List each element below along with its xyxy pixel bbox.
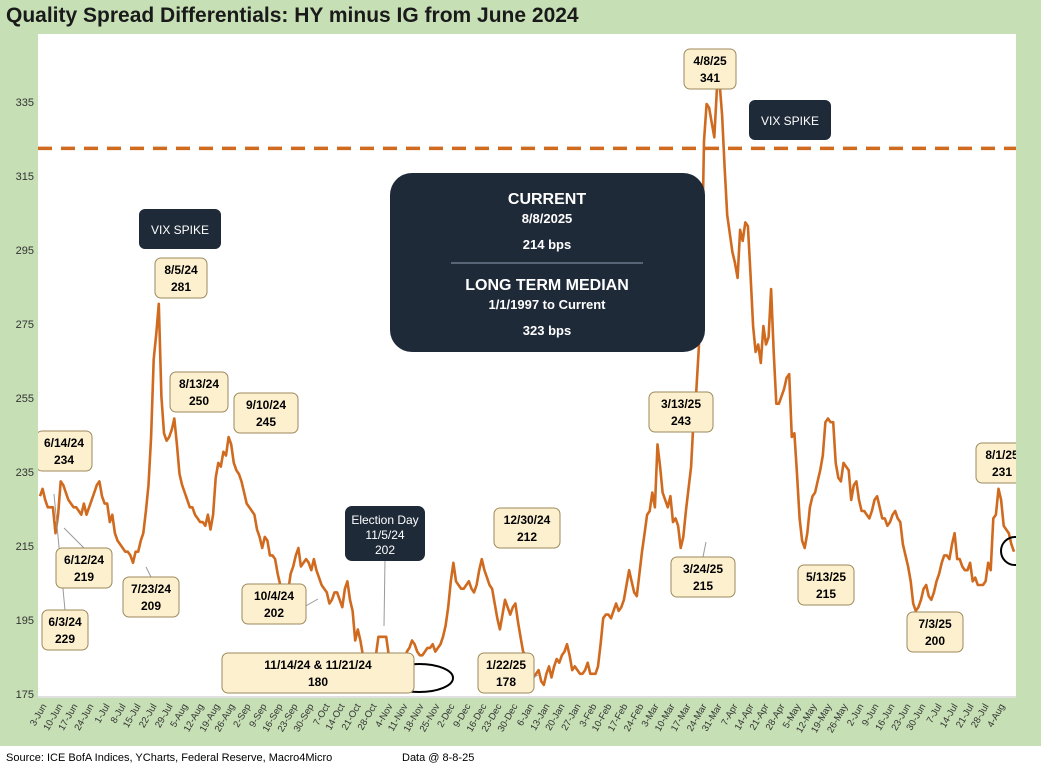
annotation-box — [169, 371, 229, 413]
annotation-value: 212 — [517, 530, 537, 544]
y-tick-label: 195 — [15, 615, 34, 627]
current-date: 8/8/2025 — [522, 211, 573, 226]
annotation-value: 209 — [141, 599, 161, 613]
annotation-date: 3/13/25 — [661, 397, 701, 411]
annotation-box — [41, 609, 89, 651]
annotation-date: 11/14/24 & 11/21/24 — [264, 658, 372, 672]
annotation-value: 234 — [54, 453, 74, 467]
annotation-box — [477, 652, 535, 694]
annotation-leader — [702, 541, 707, 558]
annotation-value: 178 — [496, 675, 516, 689]
annotation-box — [683, 48, 737, 90]
annotation-value: 215 — [693, 579, 713, 593]
annotation-value: 250 — [189, 394, 209, 408]
annotation-box — [670, 556, 736, 598]
median-value: 323 bps — [523, 323, 571, 338]
annotation-date: 8/13/24 — [179, 377, 219, 391]
annotation-value: 341 — [700, 71, 720, 85]
y-tick-label: 235 — [15, 467, 34, 479]
annotation-value: 180 — [308, 675, 328, 689]
annotation-date: 5/13/25 — [806, 570, 846, 584]
y-tick-label: 295 — [15, 245, 34, 257]
annotation-date: 8/1/25 — [985, 448, 1016, 462]
annotation-box — [221, 652, 415, 694]
annotation-leader — [383, 558, 386, 627]
annotation-box — [241, 583, 307, 625]
annotation-box — [154, 257, 208, 299]
median-title: LONG TERM MEDIAN — [465, 277, 629, 294]
current-title: CURRENT — [508, 191, 586, 208]
vix-spike-box — [139, 209, 221, 249]
annotation-box — [975, 442, 1016, 484]
annotation-date: 3/24/25 — [683, 562, 723, 576]
annotation-date: 8/5/24 — [164, 263, 198, 277]
annotation-value: 202 — [375, 543, 395, 557]
vix-spike-label: VIX SPIKE — [151, 223, 209, 237]
plot-area: 6/3/24 229 6/12/24 219 6/14/24 234 7/23/24 209 8… — [38, 34, 1016, 698]
annotation-value: 231 — [992, 465, 1012, 479]
annotation-value: 200 — [925, 634, 945, 648]
data-date-note: Data @ 8-8-25 — [402, 752, 475, 764]
annotation-box — [797, 564, 855, 606]
annotation-date: 7/23/24 — [131, 582, 171, 596]
annotation-box — [493, 507, 561, 549]
annotation-box — [906, 611, 964, 653]
annotation-value: 219 — [74, 570, 94, 584]
chart-title: Quality Spread Differentials: HY minus I… — [6, 4, 579, 27]
annotation-date: 12/30/24 — [504, 513, 551, 527]
chart-svg: 6/3/24 229 6/12/24 219 6/14/24 234 7/23/24 209 8… — [38, 48, 1016, 698]
annotation-date: 6/12/24 — [64, 553, 104, 567]
current-value: 214 bps — [523, 237, 571, 252]
election-day-box — [345, 506, 425, 561]
annotation-leader — [63, 527, 85, 549]
annotation-box — [122, 576, 180, 618]
annotation-box — [55, 547, 113, 589]
vix-spike-label: VIX SPIKE — [761, 114, 819, 128]
source-note: Source: ICE BofA Indices, YCharts, Feder… — [6, 752, 333, 764]
y-tick-label: 175 — [15, 689, 34, 701]
y-tick-label: 335 — [15, 97, 34, 109]
annotation-date: Election Day — [351, 513, 418, 527]
annotation-value: 202 — [264, 606, 284, 620]
annotation-date: 9/10/24 — [246, 398, 286, 412]
annotation-date: 6/3/24 — [48, 615, 82, 629]
median-range: 1/1/1997 to Current — [488, 297, 606, 312]
y-tick-label: 255 — [15, 393, 34, 405]
annotation-date: 7/3/25 — [918, 617, 952, 631]
y-tick-label: 215 — [15, 541, 34, 553]
y-tick-label: 275 — [15, 319, 34, 331]
y-tick-label: 315 — [15, 171, 34, 183]
annotation-value: 229 — [55, 632, 75, 646]
annotation-box — [233, 392, 299, 434]
annotation-date: 6/14/24 — [44, 436, 84, 450]
annotation-box — [38, 430, 93, 472]
annotation-date: 4/8/25 — [693, 54, 727, 68]
annotation-value: 281 — [171, 280, 191, 294]
annotation-date: 1/22/25 — [486, 658, 526, 672]
annotation-date: 10/4/24 — [254, 589, 294, 603]
annotation-date: 11/5/24 — [365, 528, 404, 542]
annotation-leader — [145, 566, 152, 578]
current-point-circle — [1000, 536, 1016, 566]
annotation-box — [648, 391, 714, 433]
annotation-value: 215 — [816, 587, 836, 601]
annotation-value: 245 — [256, 415, 276, 429]
vix-spike-box — [749, 100, 831, 140]
annotation-value: 243 — [671, 414, 691, 428]
